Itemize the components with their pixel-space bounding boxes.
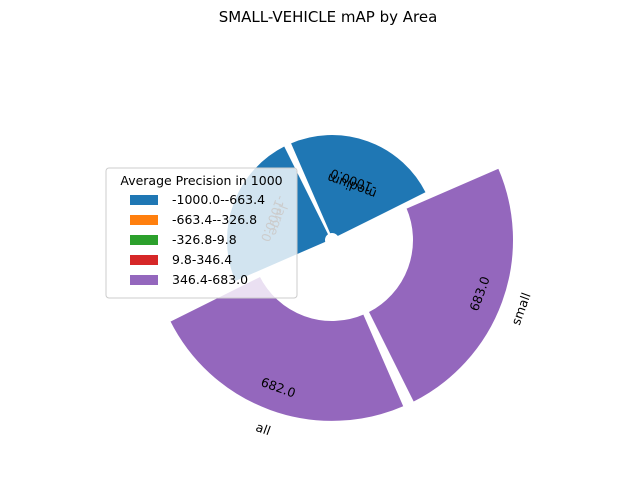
legend-swatch-2	[130, 235, 158, 245]
legend-label-1: -663.4--326.8	[172, 212, 257, 227]
chart-title: SMALL-VEHICLE mAP by Area	[219, 8, 438, 26]
legend-label-4: 346.4-683.0	[172, 272, 248, 287]
legend-label-0: -1000.0--663.4	[172, 192, 265, 207]
bar-all	[167, 274, 406, 423]
legend-label-2: -326.8-9.8	[172, 232, 237, 247]
category-label-all: all	[254, 419, 273, 438]
bars-group	[167, 133, 515, 423]
legend-label-3: 9.8-346.4	[172, 252, 232, 267]
legend-swatch-0	[130, 195, 158, 205]
legend-entries: -1000.0--663.4 -663.4--326.8 -326.8-9.8 9.8…	[130, 192, 265, 287]
bar-small	[366, 166, 515, 405]
legend-title: Average Precision in 1000	[120, 173, 282, 188]
bar-medium	[288, 133, 429, 239]
legend-swatch-1	[130, 215, 158, 225]
category-label-small: small	[508, 291, 533, 327]
legend: Average Precision in 1000 -1000.0--663.4…	[105, 167, 298, 299]
legend-swatch-4	[130, 275, 158, 285]
legend-swatch-3	[130, 255, 158, 265]
